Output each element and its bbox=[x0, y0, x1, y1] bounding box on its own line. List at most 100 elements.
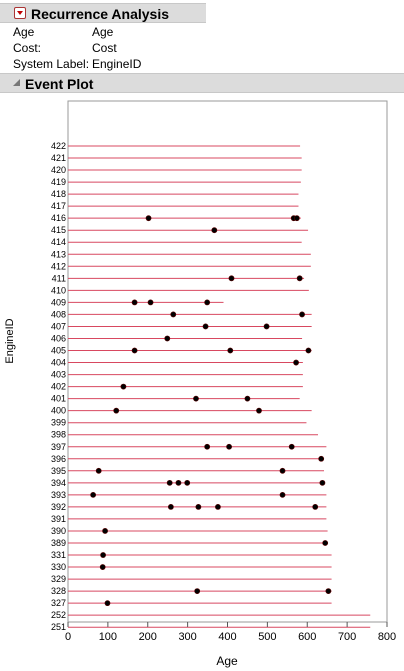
event-point-409-0 bbox=[131, 299, 138, 306]
info-value-cost: Cost bbox=[92, 41, 117, 55]
y-tick-label-397: 397 bbox=[51, 442, 66, 452]
y-tick-label-422: 422 bbox=[51, 141, 66, 151]
event-point-411-1 bbox=[296, 275, 303, 282]
y-tick-label-421: 421 bbox=[51, 153, 66, 163]
event-point-409-2 bbox=[204, 299, 211, 306]
y-tick-label-252: 252 bbox=[51, 610, 66, 620]
event-point-408-1 bbox=[299, 311, 305, 318]
event-point-405-1 bbox=[227, 347, 234, 354]
event-point-392-0 bbox=[167, 503, 174, 510]
event-point-395-0 bbox=[95, 467, 102, 474]
y-tick-label-415: 415 bbox=[51, 225, 66, 235]
event-point-402-0 bbox=[120, 383, 127, 390]
y-tick-label-410: 410 bbox=[51, 285, 66, 295]
y-tick-label-419: 419 bbox=[51, 177, 66, 187]
y-tick-label-420: 420 bbox=[51, 165, 66, 175]
y-tick-label-330: 330 bbox=[51, 562, 66, 572]
event-point-408-0 bbox=[170, 311, 177, 318]
y-axis-label: EngineID bbox=[4, 318, 16, 363]
y-tick-label-395: 395 bbox=[51, 466, 66, 476]
event-point-393-1 bbox=[279, 491, 286, 498]
y-tick-label-408: 408 bbox=[51, 309, 66, 319]
y-tick-label-327: 327 bbox=[51, 598, 66, 608]
x-tick-label-800: 800 bbox=[378, 631, 396, 643]
event-point-396-0 bbox=[318, 455, 325, 462]
event-point-404-0 bbox=[293, 359, 299, 366]
event-point-397-2 bbox=[288, 443, 295, 450]
event-point-405-0 bbox=[131, 347, 138, 354]
event-point-397-0 bbox=[204, 443, 211, 450]
event-point-389-0 bbox=[322, 540, 329, 546]
event-point-394-0 bbox=[166, 479, 173, 486]
y-tick-label-391: 391 bbox=[51, 514, 66, 524]
event-plot-header: Event Plot bbox=[0, 73, 404, 93]
event-point-394-2 bbox=[184, 479, 191, 486]
info-key-cost: Cost: bbox=[13, 41, 42, 55]
collapse-triangle-icon[interactable] bbox=[13, 79, 20, 86]
info-value-age: Age bbox=[92, 25, 114, 39]
y-tick-label-328: 328 bbox=[51, 586, 66, 596]
y-tick-label-390: 390 bbox=[51, 526, 66, 536]
x-tick-label-200: 200 bbox=[139, 631, 157, 643]
plot-frame bbox=[67, 100, 388, 623]
y-tick-label-329: 329 bbox=[51, 574, 66, 584]
x-tick-label-600: 600 bbox=[298, 631, 316, 643]
y-tick-label-418: 418 bbox=[51, 189, 66, 199]
y-tick-label-413: 413 bbox=[51, 249, 66, 259]
y-tick-label-399: 399 bbox=[51, 418, 66, 428]
x-tick-label-100: 100 bbox=[99, 631, 117, 643]
y-tick-label-393: 393 bbox=[51, 490, 66, 500]
event-point-416-0 bbox=[145, 215, 152, 222]
x-tick-label-300: 300 bbox=[178, 631, 196, 643]
event-plot-title: Event Plot bbox=[25, 76, 94, 92]
report-title: Recurrence Analysis bbox=[31, 6, 169, 22]
y-tick-label-409: 409 bbox=[51, 297, 66, 307]
y-tick-label-416: 416 bbox=[51, 213, 66, 223]
event-point-392-3 bbox=[312, 503, 319, 510]
event-point-392-1 bbox=[195, 503, 202, 510]
event-point-409-1 bbox=[147, 299, 154, 306]
event-point-406-0 bbox=[164, 335, 171, 342]
info-key-system-label: System Label: bbox=[13, 57, 90, 71]
y-tick-label-403: 403 bbox=[51, 370, 66, 380]
event-point-407-0 bbox=[202, 323, 209, 330]
info-key-age: Age bbox=[13, 25, 35, 39]
disclosure-menu-icon[interactable] bbox=[14, 7, 26, 19]
report-info: Age Age Cost: Cost System Label: EngineI… bbox=[13, 25, 313, 73]
event-point-394-3 bbox=[319, 479, 326, 486]
y-tick-label-412: 412 bbox=[51, 261, 66, 271]
event-point-393-0 bbox=[90, 491, 97, 498]
y-tick-label-331: 331 bbox=[51, 550, 66, 560]
report-header: Recurrence Analysis bbox=[0, 3, 206, 23]
event-point-330-0 bbox=[99, 564, 106, 570]
event-point-395-1 bbox=[279, 467, 286, 474]
event-point-392-2 bbox=[215, 503, 221, 510]
event-point-390-0 bbox=[102, 528, 108, 534]
event-point-405-2 bbox=[305, 347, 312, 354]
x-tick-label-700: 700 bbox=[338, 631, 356, 643]
event-plot-chart: 422 421 420 419 418 417 416 415 414 413 412 411 410 4… bbox=[4, 100, 396, 668]
y-tick-label-400: 400 bbox=[51, 406, 66, 416]
event-point-327-0 bbox=[104, 600, 111, 607]
y-tick-label-417: 417 bbox=[51, 201, 66, 211]
event-point-415-0 bbox=[211, 227, 218, 234]
y-tick-label-396: 396 bbox=[51, 454, 66, 464]
y-tick-label-404: 404 bbox=[51, 358, 66, 368]
y-tick-label-401: 401 bbox=[51, 394, 66, 404]
event-point-401-1 bbox=[244, 395, 251, 402]
event-point-401-0 bbox=[193, 395, 199, 402]
y-tick-label-407: 407 bbox=[51, 321, 66, 331]
y-tick-label-402: 402 bbox=[51, 382, 66, 392]
y-tick-label-405: 405 bbox=[51, 346, 66, 356]
event-point-407-1 bbox=[263, 323, 270, 330]
event-point-400-1 bbox=[256, 407, 262, 414]
x-tick-label-400: 400 bbox=[218, 631, 236, 643]
x-axis-label: Age bbox=[216, 654, 238, 668]
event-point-331-0 bbox=[100, 552, 106, 558]
y-tick-label-414: 414 bbox=[51, 237, 66, 247]
x-tick-label-0: 0 bbox=[65, 631, 71, 643]
y-tick-label-411: 411 bbox=[52, 273, 66, 283]
y-tick-label-406: 406 bbox=[51, 333, 66, 343]
event-point-411-0 bbox=[228, 275, 235, 282]
event-point-328-1 bbox=[325, 588, 332, 595]
